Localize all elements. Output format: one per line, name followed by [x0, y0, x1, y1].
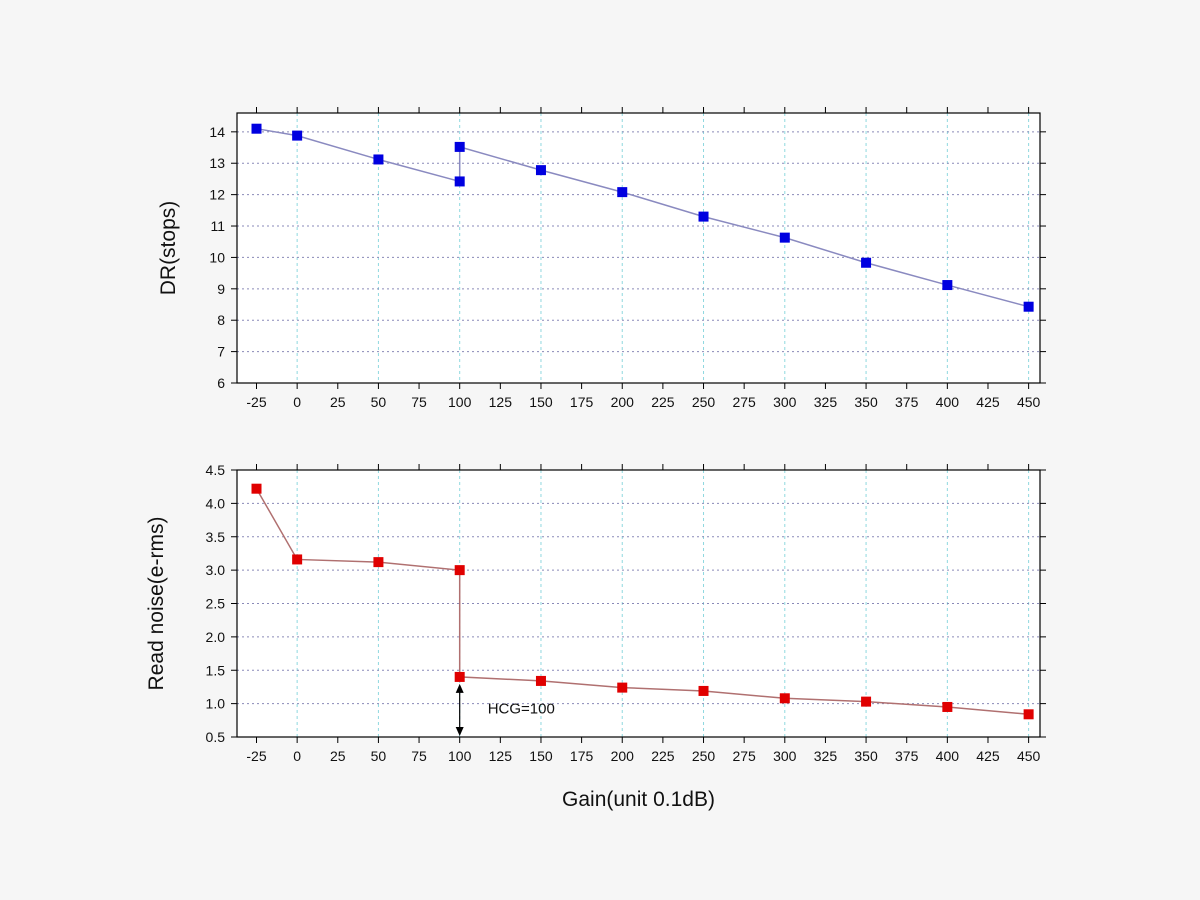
- x-tick-label: 350: [854, 748, 878, 764]
- y-tick-label: 6: [217, 375, 225, 391]
- x-tick-label: 100: [448, 748, 472, 764]
- x-tick-label: 200: [611, 394, 635, 410]
- y-tick-label: 3.0: [206, 562, 226, 578]
- x-tick-label: 375: [895, 748, 919, 764]
- x-tick-label: 225: [651, 748, 675, 764]
- x-tick-label: 125: [489, 394, 513, 410]
- y-tick-label: 2.0: [206, 629, 226, 645]
- x-tick-label: 100: [448, 394, 472, 410]
- x-tick-label: 425: [976, 394, 1000, 410]
- data-point: [454, 565, 465, 576]
- data-point: [454, 141, 465, 152]
- data-point: [454, 671, 465, 682]
- x-axis-title: Gain(unit 0.1dB): [562, 788, 715, 811]
- y-tick-label: 8: [217, 312, 225, 328]
- data-point: [779, 693, 790, 704]
- read-noise-chart-panel: -25 0 25 50 75 100 125 150 175 200 225 250 275 300 325…: [145, 462, 1046, 811]
- data-point: [251, 483, 262, 494]
- y-tick-label: 11: [210, 218, 225, 234]
- y-tick-label: 10: [209, 249, 225, 265]
- data-point: [779, 232, 790, 243]
- x-tick-label: 50: [371, 748, 387, 764]
- x-tick-label: 325: [814, 394, 838, 410]
- y-tick-label: 4.5: [206, 462, 226, 478]
- y-tick-label: 1.0: [206, 696, 226, 712]
- annotation-label: HCG=100: [488, 700, 555, 717]
- x-tick-label: 150: [529, 394, 553, 410]
- x-tick-label: 0: [293, 748, 301, 764]
- data-point: [535, 675, 546, 686]
- y-tick-label: 12: [209, 187, 225, 203]
- x-tick-label: 175: [570, 748, 594, 764]
- y-axis-title: DR(stops): [157, 201, 180, 296]
- x-tick-label: 225: [651, 394, 675, 410]
- dr-chart-panel: -25 0 25 50 75 100 125 150 175 200 225 250 275 300 325…: [157, 107, 1046, 410]
- plot-frame: [236, 469, 1041, 738]
- series-line: [256, 127, 1029, 308]
- x-tick-label: 400: [936, 394, 960, 410]
- x-tick-label: 425: [976, 748, 1000, 764]
- series-line: [255, 488, 1029, 716]
- data-point: [373, 557, 384, 568]
- plot-frame: [236, 112, 1041, 384]
- x-tick-label: 300: [773, 394, 797, 410]
- x-tick-label: 350: [854, 394, 878, 410]
- x-tick-label: 250: [692, 748, 716, 764]
- y-tick-label: 4.0: [206, 495, 226, 511]
- x-tick-label: 50: [371, 394, 387, 410]
- y-tick-label: 7: [217, 344, 225, 360]
- data-point: [1023, 709, 1034, 720]
- y-tick-label: 9: [217, 281, 225, 297]
- data-point: [698, 685, 709, 696]
- x-tick-label: 275: [732, 748, 756, 764]
- x-tick-label: 450: [1017, 748, 1041, 764]
- x-tick-label: 25: [330, 748, 346, 764]
- x-tick-label: -25: [246, 394, 266, 410]
- y-tick-label: 0.5: [206, 729, 226, 745]
- x-tick-label: 450: [1017, 394, 1041, 410]
- x-tick-label: -25: [246, 748, 266, 764]
- annotation-arrow-head-down: [455, 727, 464, 736]
- x-tick-label: 300: [773, 748, 797, 764]
- x-tick-label: 125: [489, 748, 513, 764]
- x-tick-label: 150: [529, 748, 553, 764]
- x-tick-label: 375: [895, 394, 919, 410]
- data-point: [942, 280, 953, 291]
- data-point: [454, 176, 465, 187]
- data-point: [373, 154, 384, 165]
- y-tick-label: 13: [209, 155, 225, 171]
- data-point: [1023, 301, 1034, 312]
- data-point: [292, 554, 303, 565]
- x-tick-label: 75: [411, 394, 427, 410]
- x-tick-label: 275: [732, 394, 756, 410]
- x-tick-label: 400: [936, 748, 960, 764]
- y-axis-title: Read noise(e-rms): [145, 517, 168, 691]
- x-tick-label: 175: [570, 394, 594, 410]
- y-tick-label: 2.5: [206, 596, 226, 612]
- x-tick-label: 75: [411, 748, 427, 764]
- x-tick-label: 25: [330, 394, 346, 410]
- data-point: [292, 130, 303, 141]
- annotation-arrow-head-up: [455, 683, 464, 693]
- data-point: [617, 187, 628, 198]
- y-tick-label: 14: [209, 124, 225, 140]
- data-point: [942, 701, 953, 712]
- data-point: [861, 696, 872, 707]
- x-tick-label: 250: [692, 394, 716, 410]
- data-point: [617, 682, 628, 693]
- x-tick-label: 200: [611, 748, 635, 764]
- data-point: [251, 123, 262, 134]
- x-tick-label: 325: [814, 748, 838, 764]
- x-tick-label: 0: [293, 394, 301, 410]
- data-point: [698, 211, 709, 222]
- data-point: [535, 165, 546, 176]
- data-point: [861, 257, 872, 268]
- y-tick-label: 3.5: [206, 529, 226, 545]
- y-tick-label: 1.5: [206, 662, 226, 678]
